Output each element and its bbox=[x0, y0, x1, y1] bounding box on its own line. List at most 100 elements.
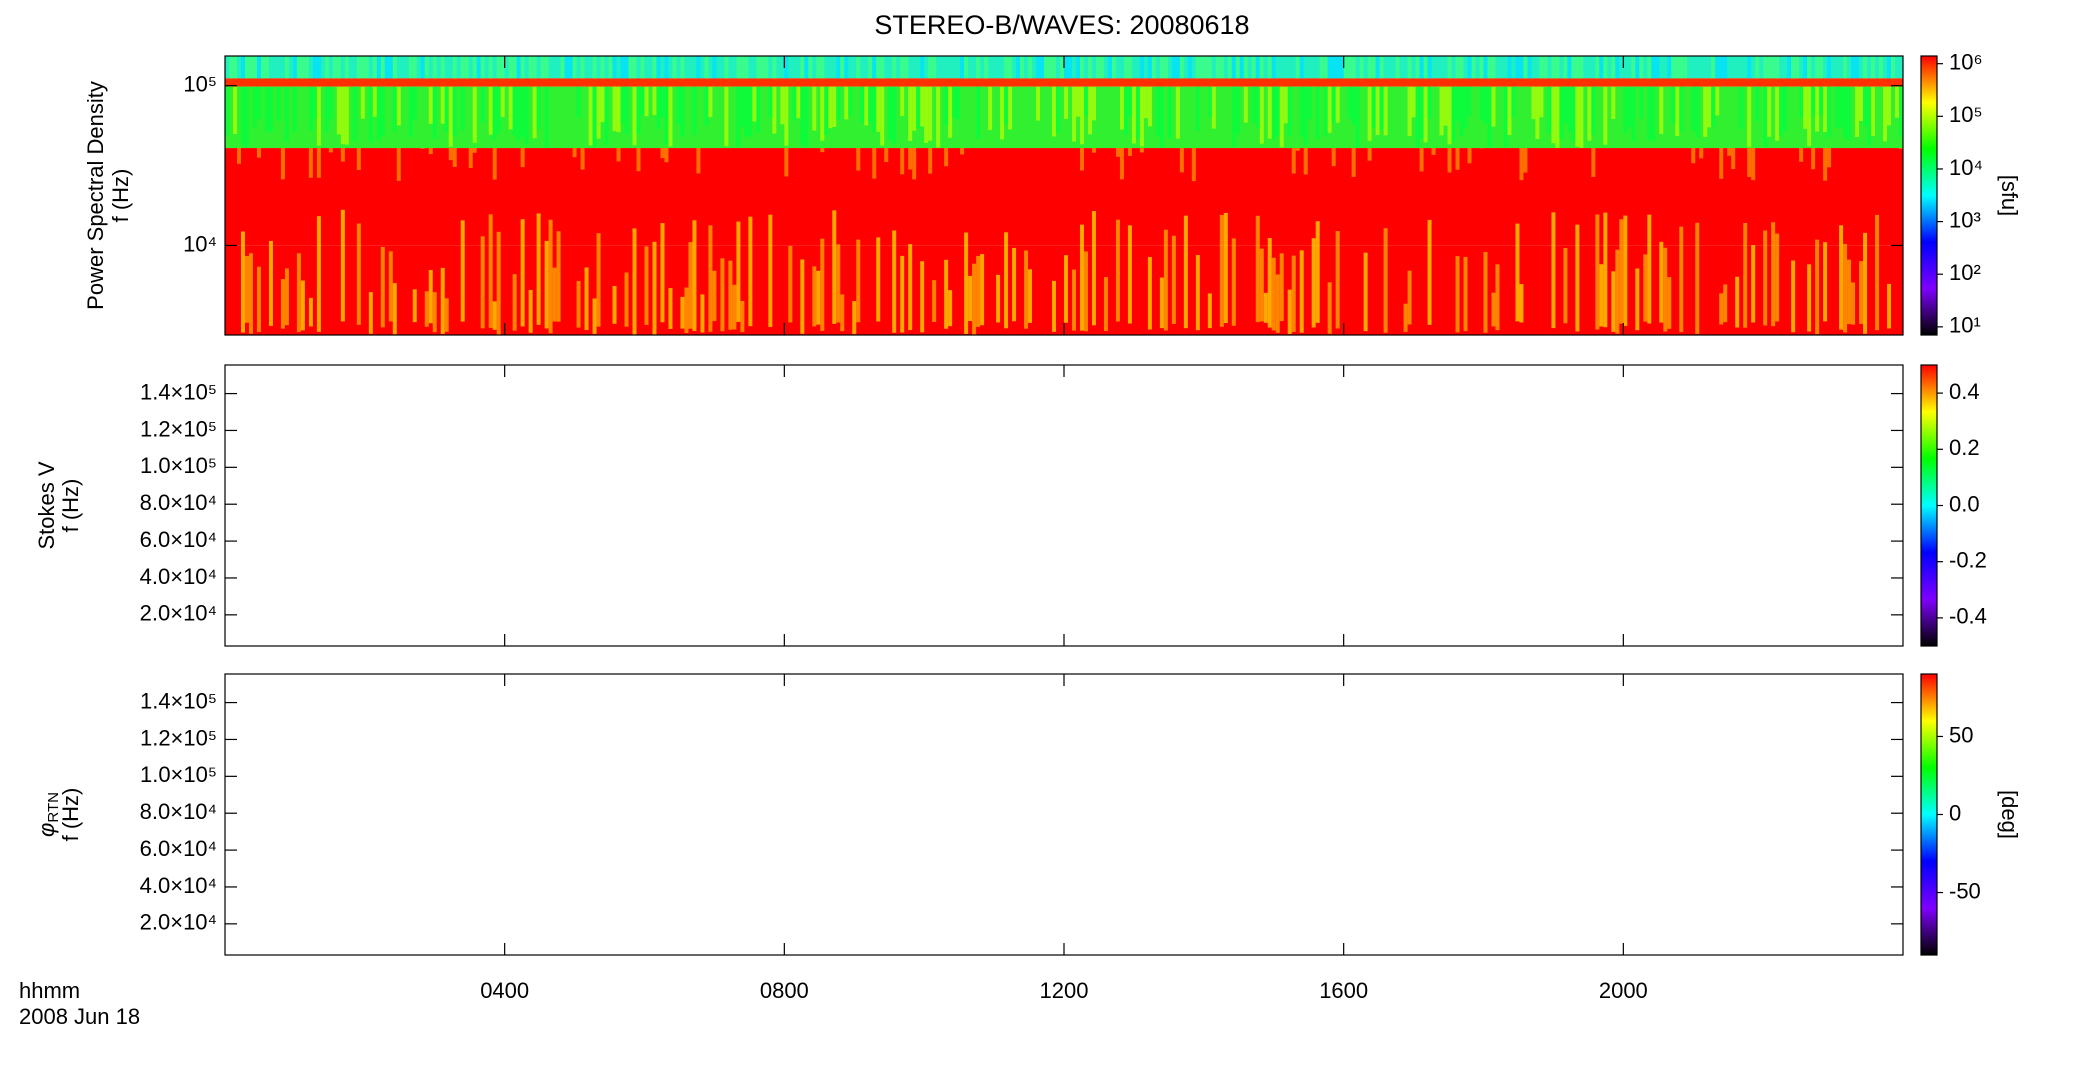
spectrogram-streak bbox=[1119, 148, 1124, 180]
spectrogram-streak bbox=[1775, 56, 1780, 79]
spectrogram-streak bbox=[1619, 219, 1624, 324]
spectrogram-streak bbox=[1327, 86, 1332, 133]
spectrogram-streak bbox=[1859, 261, 1864, 324]
spectrogram-streak bbox=[1667, 277, 1672, 329]
spectrogram-streak bbox=[1335, 231, 1340, 329]
spectrogram-streak bbox=[1315, 86, 1320, 140]
spectrogram-streak bbox=[1631, 56, 1636, 79]
spectrogram-streak bbox=[768, 86, 773, 118]
spectrogram-streak bbox=[1723, 56, 1728, 79]
spectrogram-streak bbox=[756, 56, 761, 79]
y-axis-title: Stokes V bbox=[34, 461, 59, 549]
spectrogram-streak bbox=[1883, 86, 1888, 142]
spectrogram-streak bbox=[932, 280, 937, 322]
spectrogram-streak bbox=[1215, 56, 1220, 79]
spectrogram-streak bbox=[1671, 86, 1676, 124]
colorbar-tick-label: 10³ bbox=[1949, 207, 1981, 232]
spectrogram-streak bbox=[1251, 86, 1256, 123]
spectrogram-streak bbox=[696, 148, 701, 174]
spectrogram-streak bbox=[792, 86, 797, 121]
spectrogram-streak bbox=[1519, 148, 1524, 181]
spectrogram-streak bbox=[728, 260, 733, 330]
y-axis-title: f (Hz) bbox=[58, 479, 83, 533]
spectrogram-streak bbox=[1008, 86, 1013, 130]
spectrogram-streak bbox=[1543, 56, 1548, 79]
spectrogram-streak bbox=[904, 56, 909, 79]
spectrogram-streak bbox=[1595, 214, 1600, 330]
spectrogram-streak bbox=[452, 148, 457, 167]
spectrogram-streak bbox=[584, 267, 589, 331]
spectrogram-streak bbox=[1847, 259, 1852, 325]
spectrogram-streak bbox=[616, 86, 621, 133]
spectrogram-streak bbox=[1079, 148, 1084, 171]
spectrogram-streak bbox=[448, 86, 453, 147]
spectrogram-streak bbox=[1271, 86, 1276, 140]
spectrogram-streak bbox=[1815, 239, 1820, 335]
spectrogram-streak bbox=[964, 56, 969, 79]
spectrogram-streak bbox=[444, 86, 449, 133]
spectrogram-streak bbox=[528, 290, 533, 333]
spectrogram-streak bbox=[840, 294, 845, 332]
spectrogram-streak bbox=[1803, 56, 1808, 79]
spectrogram-streak bbox=[1004, 86, 1009, 125]
spectrogram-streak bbox=[1052, 280, 1057, 332]
spectrogram-streak bbox=[1279, 253, 1284, 322]
spectrogram-streak bbox=[1171, 56, 1176, 79]
spectrogram-streak bbox=[1547, 86, 1552, 133]
spectrogram-streak bbox=[976, 86, 981, 139]
spectrogram-streak bbox=[660, 86, 665, 117]
spectrogram-streak bbox=[544, 86, 549, 148]
spectrogram-streak bbox=[744, 56, 749, 79]
spectrogram-streak bbox=[536, 86, 541, 130]
spectrogram-streak bbox=[1715, 86, 1720, 116]
spectrogram-streak bbox=[928, 148, 933, 174]
spectrogram-streak bbox=[304, 56, 309, 79]
spectrogram-streak bbox=[412, 289, 417, 323]
spectrogram-streak bbox=[588, 86, 593, 146]
spectrogram-streak bbox=[528, 56, 533, 79]
spectrogram-streak bbox=[1127, 225, 1132, 324]
spectrogram-streak bbox=[652, 86, 657, 116]
spectrogram-streak bbox=[624, 272, 629, 327]
spectrogram-streak bbox=[392, 56, 397, 79]
spectrogram-streak bbox=[1291, 148, 1296, 174]
spectrogram-streak bbox=[1259, 56, 1264, 79]
spectrogram-streak bbox=[1227, 56, 1232, 79]
spectrogram-streak bbox=[784, 148, 789, 177]
spectrogram-streak bbox=[1591, 86, 1596, 136]
spectrogram-streak bbox=[1199, 56, 1204, 79]
spectrogram-streak bbox=[1052, 56, 1057, 79]
spectrogram-streak bbox=[1239, 56, 1244, 79]
spectrogram-streak bbox=[592, 56, 597, 79]
spectrogram-streak bbox=[824, 86, 829, 135]
spectrogram-streak bbox=[744, 86, 749, 138]
spectrogram-streak bbox=[1427, 219, 1432, 325]
spectrogram-streak bbox=[1567, 56, 1572, 79]
spectrogram-streak bbox=[560, 56, 565, 79]
spectrogram-streak bbox=[668, 86, 673, 147]
spectrogram-streak bbox=[1879, 56, 1884, 79]
spectrogram-streak bbox=[592, 86, 597, 147]
spectrogram-streak bbox=[1459, 86, 1464, 137]
y-tick-label: 8.0×10⁴ bbox=[140, 490, 217, 515]
spectrogram-streak bbox=[568, 56, 573, 79]
spectrogram-streak bbox=[1699, 148, 1704, 159]
spectrogram-streak bbox=[268, 240, 273, 326]
spectrogram-streak bbox=[1819, 56, 1824, 79]
spectrogram-streak bbox=[972, 263, 977, 335]
spectrogram-streak bbox=[1343, 56, 1348, 79]
spectrogram-streak bbox=[1563, 86, 1568, 124]
spectrogram-streak bbox=[832, 210, 837, 324]
spectrogram-streak bbox=[816, 56, 821, 79]
spectrogram-streak bbox=[1064, 56, 1068, 79]
spectrogram-streak bbox=[820, 238, 825, 331]
spectrogram-streak bbox=[1443, 86, 1448, 126]
spectrogram-streak bbox=[464, 56, 469, 79]
spectrogram-streak bbox=[1131, 86, 1136, 144]
spectrogram-streak bbox=[296, 56, 301, 79]
spectrogram-streak bbox=[408, 86, 413, 137]
spectrogram-streak bbox=[1044, 56, 1049, 79]
colorbar-tick-label: 0.4 bbox=[1949, 379, 1980, 404]
spectrogram-streak bbox=[1036, 56, 1041, 79]
